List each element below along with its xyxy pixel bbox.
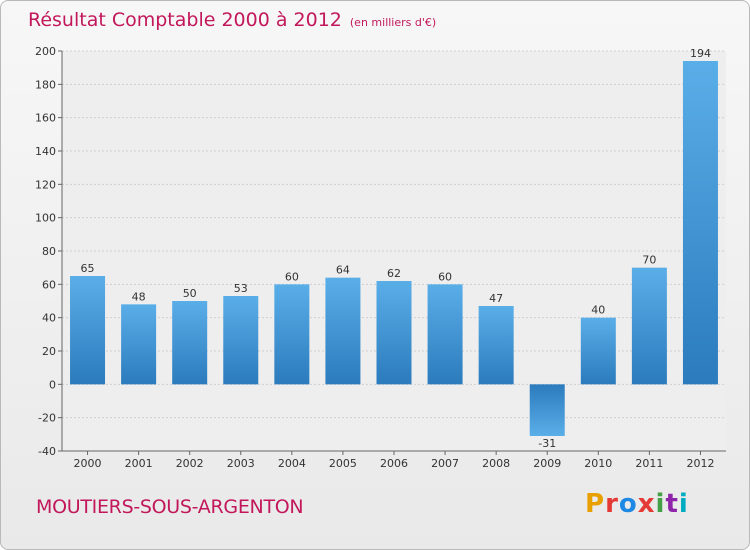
- data-label: 40: [591, 304, 605, 317]
- data-label: 60: [285, 270, 299, 283]
- y-tick-label: 120: [35, 178, 56, 191]
- data-label: -31: [538, 437, 556, 450]
- logo-letter: x: [637, 489, 656, 519]
- commune-name: MOUTIERS-SOUS-ARGENTON: [36, 496, 304, 518]
- title-text: Résultat Comptable 2000 à 2012: [28, 9, 342, 31]
- bar-2008: [478, 306, 514, 385]
- y-tick-label: 180: [35, 78, 56, 91]
- y-tick-label: 100: [35, 212, 56, 225]
- x-tick-label: 2007: [431, 457, 459, 470]
- proxiti-logo: Proxiti: [585, 489, 689, 519]
- x-tick-label: 2012: [686, 457, 714, 470]
- bar-2010: [580, 317, 616, 385]
- chart-title: Résultat Comptable 2000 à 2012 (en millie…: [28, 9, 436, 31]
- data-label: 50: [183, 287, 197, 300]
- x-tick-label: 2005: [329, 457, 357, 470]
- data-label: 70: [642, 254, 656, 267]
- y-tick-label: 200: [35, 45, 56, 58]
- data-label: 62: [387, 267, 401, 280]
- logo-letter: i: [655, 489, 666, 519]
- x-tick-label: 2006: [380, 457, 408, 470]
- data-label: 48: [132, 290, 146, 303]
- x-tick-label: 2009: [533, 457, 561, 470]
- bar-2007: [427, 284, 463, 385]
- bar-2000: [70, 276, 106, 385]
- bar-2011: [631, 267, 667, 385]
- logo-letter: P: [585, 489, 606, 519]
- x-tick-label: 2000: [74, 457, 102, 470]
- logo-letter: i: [678, 489, 689, 519]
- y-tick-label: 40: [42, 312, 56, 325]
- y-tick-label: 160: [35, 112, 56, 125]
- data-label: 47: [489, 292, 503, 305]
- y-tick-label: -40: [38, 445, 56, 458]
- data-label: 194: [690, 47, 711, 60]
- y-tick-label: 20: [42, 345, 56, 358]
- x-tick-label: 2010: [584, 457, 612, 470]
- bar-2003: [223, 296, 259, 385]
- y-tick-label: 0: [49, 378, 56, 391]
- x-tick-label: 2002: [176, 457, 204, 470]
- x-tick-label: 2011: [635, 457, 663, 470]
- y-tick-label: 80: [42, 245, 56, 258]
- y-tick-label: -20: [38, 412, 56, 425]
- y-tick-label: 60: [42, 278, 56, 291]
- bar-2002: [172, 301, 208, 385]
- logo-letter: o: [618, 489, 638, 519]
- bar-2006: [376, 281, 412, 385]
- bar-2001: [121, 304, 157, 385]
- title-unit: (en milliers d'€): [349, 16, 437, 29]
- data-label: 60: [438, 270, 452, 283]
- x-tick-label: 2008: [482, 457, 510, 470]
- logo-letter: t: [665, 489, 679, 519]
- bar-2004: [274, 284, 310, 385]
- bar-2005: [325, 277, 361, 385]
- logo-letter: r: [605, 489, 619, 519]
- x-tick-label: 2001: [125, 457, 153, 470]
- bar-2012: [682, 61, 718, 385]
- data-label: 64: [336, 264, 350, 277]
- x-tick-label: 2003: [227, 457, 255, 470]
- x-tick-label: 2004: [278, 457, 306, 470]
- y-tick-label: 140: [35, 145, 56, 158]
- data-label: 65: [81, 262, 95, 275]
- bar-2009: [529, 384, 565, 436]
- data-label: 53: [234, 282, 248, 295]
